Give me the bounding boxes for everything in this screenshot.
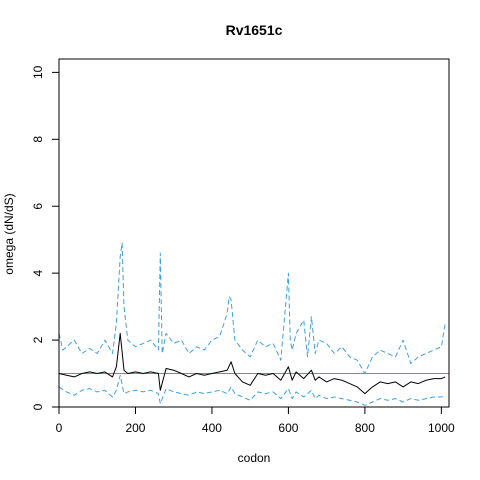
x-tick-label: 1000 — [428, 421, 455, 435]
x-axis: 0 200 400 600 800 1000 — [56, 406, 455, 435]
plot-layer — [58, 242, 449, 406]
x-tick-label: 200 — [125, 421, 145, 435]
y-tick-label: 4 — [31, 269, 45, 276]
y-axis-title: omega (dN/dS) — [2, 193, 16, 274]
chart-title: Rv1651c — [226, 22, 283, 38]
y-axis: 0 2 4 6 8 10 — [31, 65, 60, 410]
x-tick-label: 0 — [56, 421, 63, 435]
y-tick-label: 2 — [31, 336, 45, 343]
upper-bound-line — [58, 242, 446, 374]
lower-bound-line — [58, 374, 446, 406]
y-tick-label: 0 — [31, 403, 45, 410]
x-tick-label: 400 — [202, 421, 222, 435]
x-axis-title: codon — [238, 451, 271, 465]
x-tick-label: 600 — [278, 421, 298, 435]
y-tick-label: 6 — [31, 203, 45, 210]
x-tick-label: 800 — [355, 421, 375, 435]
y-tick-label: 8 — [31, 136, 45, 143]
y-tick-label: 10 — [31, 65, 45, 79]
estimate-line — [58, 332, 446, 395]
